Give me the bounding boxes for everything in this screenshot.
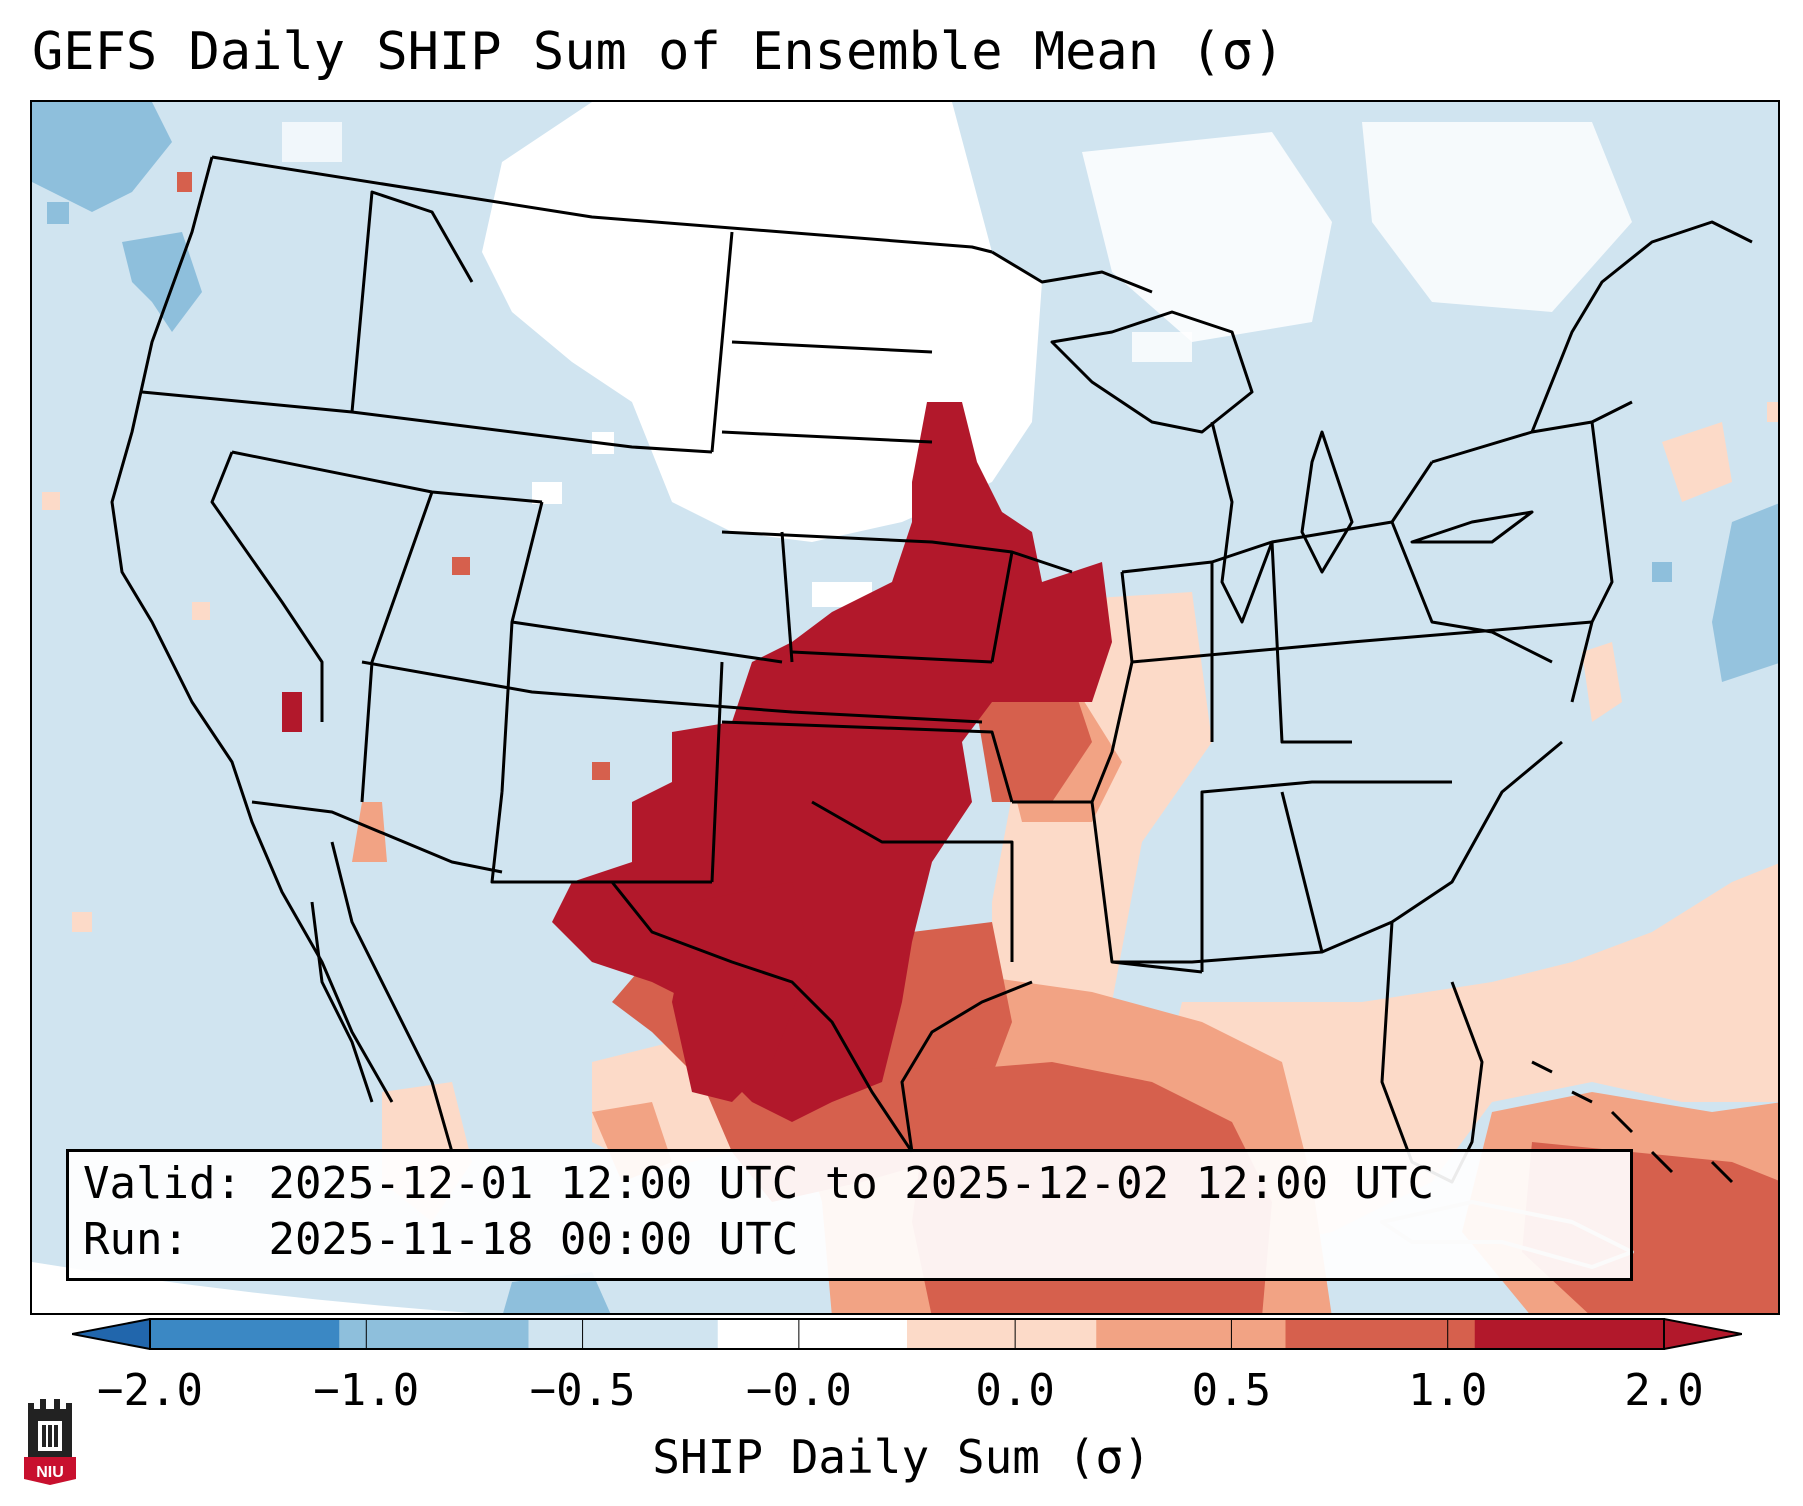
colorbar-tick-label: −2.0 [97, 1365, 203, 1416]
colorbar-segment [717, 1319, 908, 1349]
valid-value: 2025-12-01 12:00 UTC to 2025-12-02 12:00… [268, 1158, 1435, 1209]
neutral-regions [282, 102, 1632, 607]
run-label: Run: [83, 1214, 189, 1265]
run-info-box: Valid: 2025-12-01 12:00 UTC to 2025-12-0… [66, 1149, 1633, 1281]
projection-edge [32, 1262, 472, 1313]
colorbar [72, 1318, 1742, 1350]
valid-label: Valid: [83, 1158, 242, 1209]
map-panel [30, 100, 1780, 1315]
logo-text: NIU [36, 1464, 64, 1481]
boundary-lines [110, 155, 1753, 1269]
colorbar-segment [907, 1319, 1097, 1349]
colorbar-tick-label: 0.0 [975, 1365, 1055, 1416]
ship-field-map [32, 102, 1778, 1313]
run-value: 2025-11-18 00:00 UTC [268, 1214, 799, 1265]
map-title: GEFS Daily SHIP Sum of Ensemble Mean (σ) [32, 22, 1285, 82]
colorbar-segment [1285, 1319, 1476, 1349]
colorbar-outline [149, 1318, 1665, 1350]
colorbar-tick-label: 2.0 [1624, 1365, 1704, 1416]
colorbar-label: SHIP Daily Sum (σ) [652, 1430, 1151, 1484]
colorbar-segment [1096, 1319, 1286, 1349]
colorbar-segment [1474, 1319, 1665, 1349]
colorbar-tick-label: −0.5 [529, 1365, 636, 1416]
very-strong-positive-regions [282, 402, 1112, 1122]
colorbar-tick-label: −1.0 [313, 1365, 420, 1416]
colorbar-segment [528, 1319, 719, 1349]
colorbar-max-extend [1663, 1318, 1742, 1350]
colorbar-tick-label: 0.5 [1191, 1365, 1272, 1416]
niu-castle-icon: NIU [24, 1399, 76, 1485]
colorbar-tick-label: −0.0 [745, 1365, 852, 1416]
colorbar-segment [150, 1319, 340, 1349]
colorbar-segment [339, 1319, 529, 1349]
colorbar-tick-label: 1.0 [1407, 1365, 1488, 1416]
colorbar-min-extend [72, 1318, 151, 1350]
